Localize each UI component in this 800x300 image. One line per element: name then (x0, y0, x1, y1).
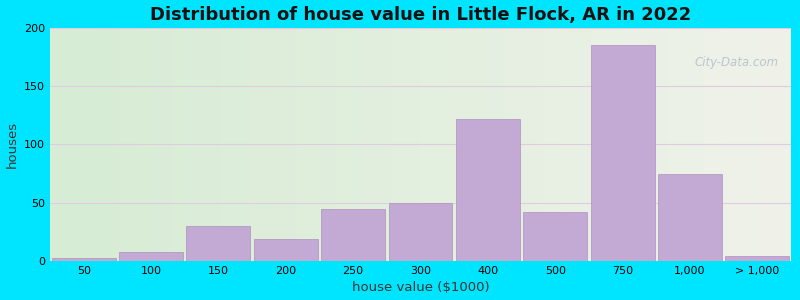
Bar (389, 203, 453, 261)
Bar (726, 256, 790, 261)
Title: Distribution of house value in Little Flock, AR in 2022: Distribution of house value in Little Fl… (150, 6, 691, 24)
Bar (590, 45, 654, 261)
Bar (523, 212, 587, 261)
X-axis label: house value ($1000): house value ($1000) (352, 281, 490, 294)
Text: City-Data.com: City-Data.com (694, 56, 778, 69)
Bar (52, 257, 116, 261)
Bar (321, 208, 385, 261)
Bar (456, 119, 520, 261)
Bar (186, 226, 250, 261)
Y-axis label: houses: houses (6, 121, 18, 168)
Bar (658, 174, 722, 261)
Bar (119, 252, 183, 261)
Bar (254, 239, 318, 261)
